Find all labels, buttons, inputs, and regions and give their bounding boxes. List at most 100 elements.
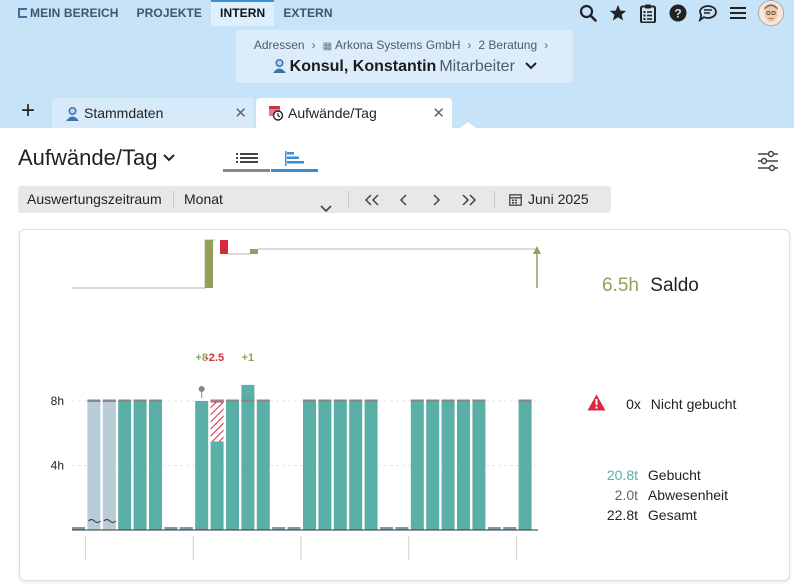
weekend-marker — [395, 527, 409, 530]
weekend-marker — [72, 527, 85, 530]
close-icon[interactable]: ✕ — [234, 105, 247, 122]
target-marker — [441, 399, 455, 402]
chevron-right-icon — [433, 193, 441, 206]
comment-marker — [198, 386, 205, 392]
nav-label: PROJEKTE — [136, 6, 203, 20]
warning-icon — [587, 394, 606, 414]
saldo-positive-bar — [250, 249, 258, 254]
booked-bar — [210, 441, 224, 530]
breadcrumb-item-department[interactable]: 2 Beratung — [478, 38, 538, 52]
booked-bar — [349, 401, 363, 530]
target-marker — [364, 399, 378, 402]
target-marker — [87, 399, 101, 402]
booked-label: Gebucht — [647, 467, 701, 483]
target-marker — [133, 399, 147, 402]
page-title[interactable]: Aufwände/Tag — [18, 145, 176, 171]
first-period-button[interactable] — [360, 186, 384, 213]
star-icon[interactable] — [608, 3, 628, 23]
divider — [494, 191, 495, 208]
chevron-double-left-icon — [364, 193, 379, 206]
target-marker — [303, 399, 316, 402]
booked-bar — [410, 401, 424, 530]
breadcrumb-separator-icon: › — [467, 38, 472, 52]
booked-bar — [318, 401, 332, 530]
add-tab-button[interactable]: + — [20, 97, 35, 124]
chat-icon[interactable] — [698, 3, 718, 23]
nav-mein-bereich[interactable]: MEIN BEREICH — [0, 0, 128, 26]
target-marker — [518, 399, 532, 402]
month-picker[interactable]: Juni 2025 — [509, 186, 589, 213]
chevron-down-icon — [163, 149, 176, 165]
saldo-summary: 6.5h Saldo — [598, 275, 699, 297]
target-marker — [333, 399, 347, 402]
weekend-marker — [503, 527, 517, 530]
absence-marker — [103, 518, 117, 524]
clipboard-icon[interactable] — [638, 3, 658, 23]
person-icon — [272, 58, 287, 78]
person-icon — [64, 105, 80, 121]
total-value: 22.8t — [606, 507, 638, 523]
person-selector[interactable]: Konsul, Konstantin Mitarbeiter — [236, 57, 573, 78]
svg-text:?: ? — [674, 7, 681, 21]
chevron-down-icon — [320, 195, 332, 222]
breadcrumb-separator-icon: › — [544, 38, 549, 52]
next-period-button[interactable] — [424, 186, 448, 213]
previous-period-button[interactable] — [392, 186, 416, 213]
booked-bar — [472, 401, 486, 530]
absence-label: Abwesenheit — [647, 487, 729, 503]
context-box: Adressen › ▦ Arkona Systems GmbH › 2 Beratung… — [236, 30, 573, 83]
weekend-marker — [179, 527, 193, 530]
weekend-marker — [487, 527, 501, 530]
tab-bar: + Stammdaten ✕ Aufwände/Tag ✕ — [0, 96, 794, 128]
total-label: Gesamt — [647, 507, 697, 523]
chevron-down-icon — [525, 57, 538, 75]
nav-label: MEIN BEREICH — [30, 6, 119, 20]
tab-notch — [460, 122, 476, 128]
nav-intern[interactable]: INTERN — [211, 0, 275, 26]
target-marker — [349, 399, 363, 402]
period-select-value: Monat — [184, 191, 223, 207]
absence-value: 2.0t — [614, 487, 638, 503]
divider — [173, 191, 174, 208]
list-view-button[interactable] — [223, 146, 270, 172]
booked-bar — [256, 401, 270, 530]
filter-settings-icon[interactable] — [757, 150, 779, 172]
target-marker — [318, 399, 332, 402]
bar-value-label: -2.5 — [205, 352, 224, 364]
period-toolbar: Auswertungszeitraum Monat Juni 2025 — [18, 186, 611, 213]
avatar[interactable] — [758, 0, 784, 26]
absence-marker — [87, 518, 101, 524]
y-tick-label: 8h — [51, 394, 64, 408]
booked-bar — [457, 401, 470, 530]
person-name: Konsul, Konstantin — [289, 58, 437, 75]
last-period-button[interactable] — [457, 186, 481, 213]
menu-icon[interactable] — [728, 3, 748, 23]
saldo-line — [258, 248, 538, 288]
tab-aufwaende-tag[interactable]: Aufwände/Tag ✕ — [256, 98, 452, 128]
period-select[interactable]: Monat — [174, 186, 346, 213]
not-booked-summary: 0x Nicht gebucht — [587, 394, 736, 414]
target-marker — [256, 399, 270, 402]
help-icon[interactable]: ? — [668, 3, 688, 23]
breadcrumb-item-adressen[interactable]: Adressen — [253, 38, 305, 52]
chart-view-button[interactable] — [271, 146, 318, 172]
breadcrumb-item-company[interactable]: Arkona Systems GmbH — [335, 38, 461, 52]
target-marker — [426, 399, 440, 402]
chevron-left-icon — [399, 193, 407, 206]
booked-bar — [241, 384, 255, 530]
saldo-label: Saldo — [650, 275, 699, 296]
breadcrumb-separator-icon: › — [311, 38, 316, 52]
search-icon[interactable] — [578, 3, 598, 23]
close-icon[interactable]: ✕ — [432, 105, 445, 122]
booked-summary: 20.8t Gebucht — [594, 467, 701, 483]
tab-stammdaten[interactable]: Stammdaten ✕ — [52, 98, 254, 128]
nav-extern[interactable]: EXTERN — [274, 0, 341, 26]
saldo-value: 6.5h — [602, 275, 639, 296]
y-tick-label: 4h — [51, 459, 64, 473]
booked-bar — [149, 401, 162, 530]
saldo-negative-bar — [220, 240, 228, 254]
nav-projekte[interactable]: PROJEKTE — [128, 0, 211, 26]
target-marker — [457, 399, 470, 402]
building-icon: ▦ — [322, 41, 333, 52]
top-icons: ? — [578, 0, 784, 26]
